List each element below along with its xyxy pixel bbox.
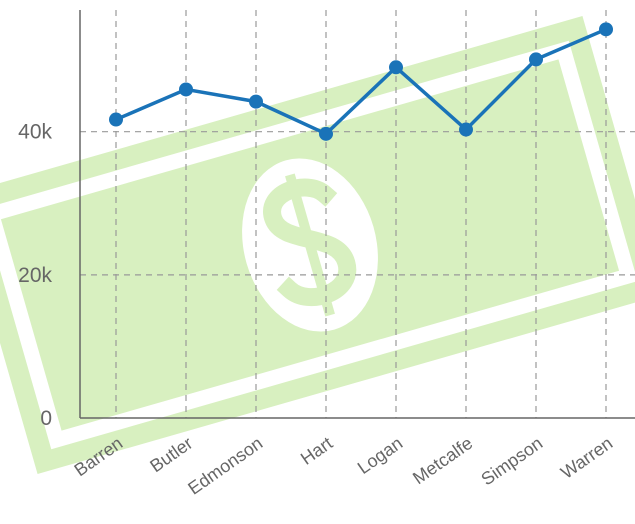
data-point [249,95,263,109]
data-point [599,22,613,36]
data-point [319,127,333,141]
data-point [529,52,543,66]
y-tick-label: 0 [40,407,52,430]
data-point [109,113,123,127]
y-tick-label: 20k [18,264,52,287]
chart: 020k40kBarrenButlerEdmonsonHartLoganMetc… [0,0,635,524]
data-point [179,82,193,96]
data-point [459,123,473,137]
money-illustration [0,28,635,461]
x-tick-label: Metcalfe [409,433,476,488]
x-tick-label: Hart [297,433,336,469]
y-tick-label: 40k [18,121,52,144]
x-tick-label: Edmonson [184,433,266,499]
data-point [389,60,403,74]
x-tick-label: Logan [354,433,406,478]
x-tick-label: Simpson [477,433,546,490]
x-tick-label: Warren [557,433,616,483]
